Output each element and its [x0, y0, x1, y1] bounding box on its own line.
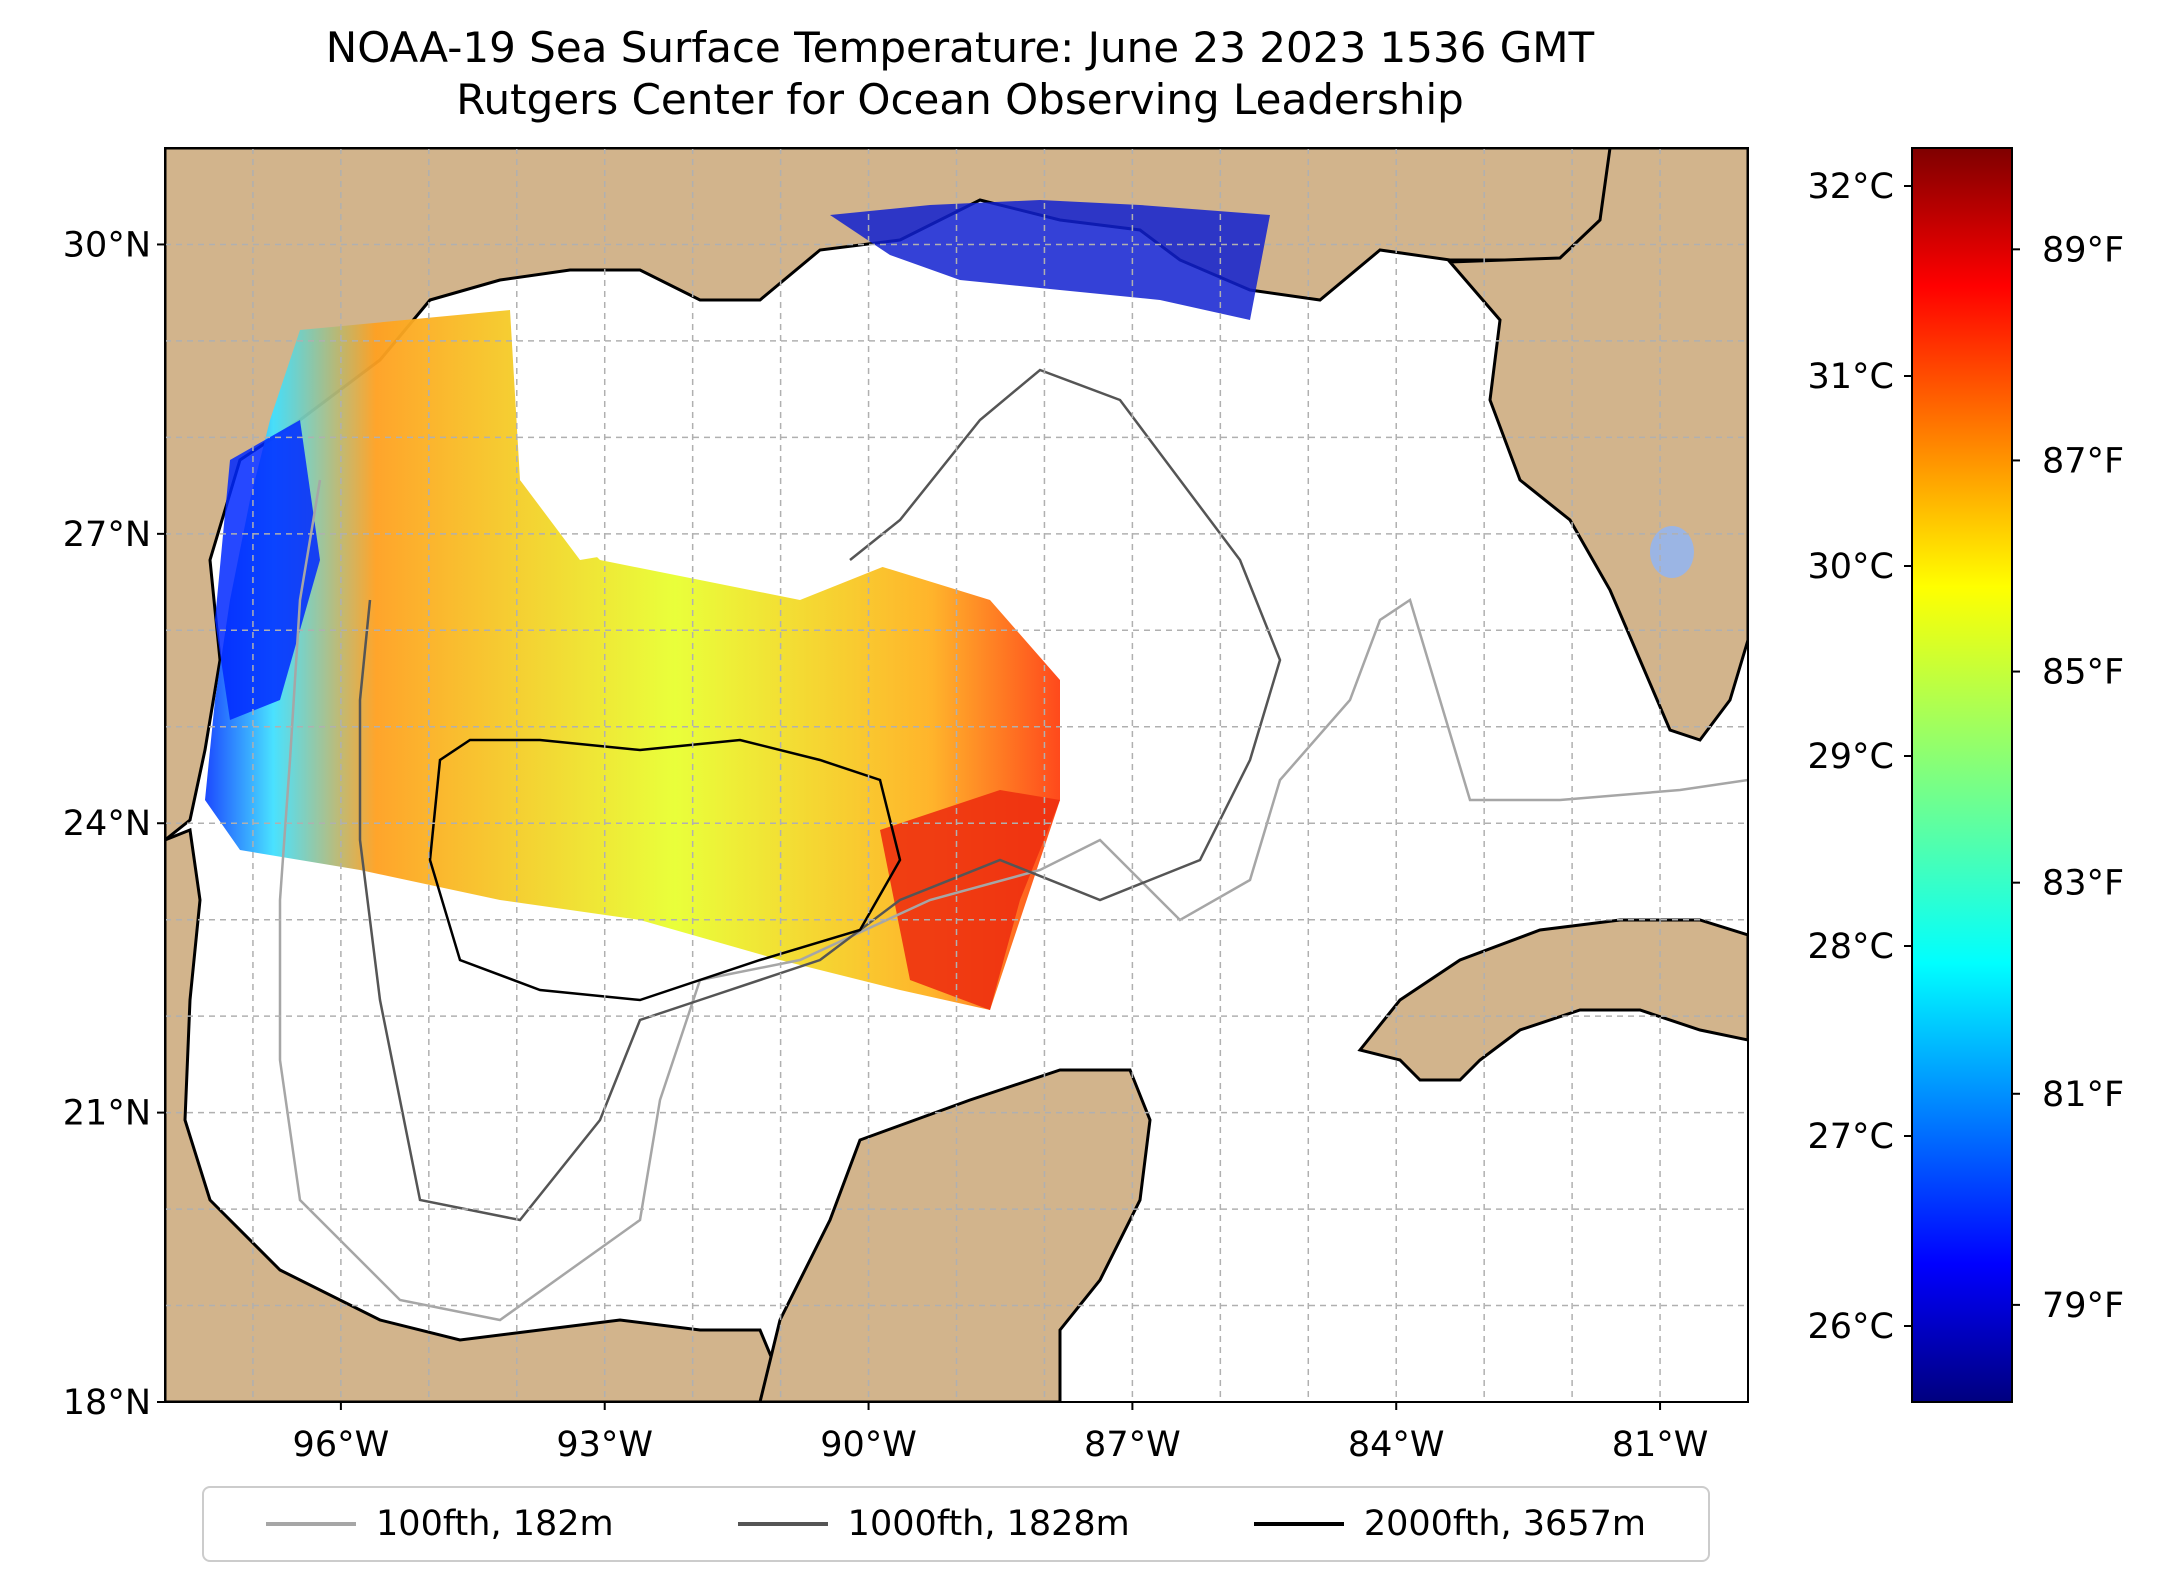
celsius-tick-label: 27°C [1808, 1117, 1894, 1157]
fahrenheit-tick-label: 87°F [2042, 441, 2124, 481]
legend-label-1000fth: 1000fth, 1828m [847, 1504, 1130, 1544]
sst-swath-northeast [830, 200, 1270, 320]
celsius-ticks: 26°C 27°C 28°C 29°C 30°C 31°C 32°C [1808, 167, 1912, 1347]
fahrenheit-tick-label: 83°F [2042, 864, 2124, 904]
legend-label-2000fth: 2000fth, 3657m [1363, 1504, 1646, 1544]
lon-tick-label: 96°W [293, 1425, 390, 1465]
lat-tick-label: 18°N [63, 1383, 151, 1423]
lon-tick-label: 81°W [1612, 1425, 1709, 1465]
sst-swath-west [205, 310, 1060, 1010]
contour-1000fth [358, 368, 1282, 1222]
contour-2000fth [428, 738, 902, 1002]
land-yucatan [758, 1068, 1152, 1402]
longitude-ticks: 96°W 93°W 90°W 87°W 84°W 81°W [293, 1402, 1709, 1465]
gridlines [165, 148, 1748, 1402]
celsius-tick-label: 32°C [1808, 167, 1894, 207]
celsius-tick-label: 26°C [1808, 1307, 1894, 1347]
legend-swatch-2000fth [1253, 1522, 1344, 1526]
celsius-tick-label: 30°C [1808, 547, 1894, 587]
legend-item-1000fth: 1000fth, 1828m [737, 1504, 1130, 1544]
lon-tick-label: 84°W [1348, 1425, 1445, 1465]
fahrenheit-ticks: 79°F 81°F 83°F 85°F 87°F 89°F [2012, 230, 2124, 1326]
celsius-tick-label: 28°C [1808, 927, 1894, 967]
legend-swatch-100fth [266, 1522, 357, 1526]
lon-tick-label: 90°W [820, 1425, 917, 1465]
lat-tick-label: 24°N [63, 804, 151, 844]
colorbar [1911, 147, 2013, 1403]
title-line-1: NOAA-19 Sea Surface Temperature: June 23… [325, 23, 1595, 72]
title-line-2: Rutgers Center for Ocean Observing Leade… [456, 75, 1464, 124]
legend-label-100fth: 100fth, 182m [376, 1504, 614, 1544]
map-frame [164, 147, 1749, 1403]
contour-100fth [278, 479, 1748, 1322]
bathymetry-legend: 100fth, 182m 1000fth, 1828m 2000fth, 365… [202, 1486, 1710, 1562]
celsius-tick-label: 31°C [1808, 357, 1894, 397]
legend-item-2000fth: 2000fth, 3657m [1253, 1504, 1646, 1544]
sst-hotspot-south [880, 790, 1060, 1010]
lon-tick-label: 87°W [1084, 1425, 1181, 1465]
fahrenheit-tick-label: 81°F [2042, 1075, 2124, 1115]
lat-tick-label: 30°N [63, 225, 151, 265]
fahrenheit-tick-label: 79°F [2042, 1286, 2124, 1326]
fahrenheit-tick-label: 85°F [2042, 653, 2124, 693]
sst-coastal-cold [215, 420, 320, 720]
fahrenheit-tick-label: 89°F [2042, 230, 2124, 270]
land-florida [1446, 148, 1748, 742]
lat-tick-label: 27°N [63, 515, 151, 555]
lat-tick-label: 21°N [63, 1094, 151, 1134]
lon-tick-label: 93°W [556, 1425, 653, 1465]
lake-okeechobee [1650, 526, 1694, 578]
celsius-tick-label: 29°C [1808, 737, 1894, 777]
latitude-ticks: 18°N 21°N 24°N 27°N 30°N [63, 225, 165, 1423]
sst-cloud-gap [520, 470, 900, 600]
legend-item-100fth: 100fth, 182m [266, 1504, 614, 1544]
legend-swatch-1000fth [737, 1522, 828, 1526]
land-cuba [1357, 918, 1748, 1082]
chart-title: NOAA-19 Sea Surface Temperature: June 23… [0, 22, 1920, 126]
